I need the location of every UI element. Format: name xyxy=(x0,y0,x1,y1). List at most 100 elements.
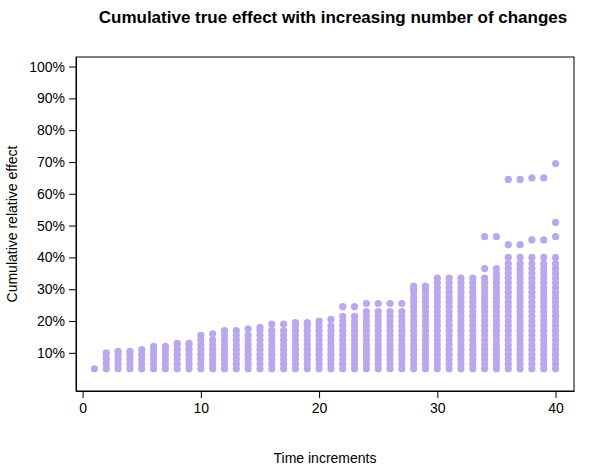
y-tick: 100% xyxy=(29,59,76,75)
point xyxy=(434,274,441,281)
y-tick-mark xyxy=(69,98,76,99)
x-tick-mark xyxy=(201,391,202,398)
point xyxy=(552,260,559,267)
x-tick-label: 40 xyxy=(548,400,564,416)
point xyxy=(280,327,287,334)
point xyxy=(174,340,181,347)
point xyxy=(268,327,275,334)
y-tick: 50% xyxy=(37,218,76,234)
x-tick-mark xyxy=(437,391,438,398)
y-tick: 30% xyxy=(37,281,76,297)
point xyxy=(528,260,535,267)
y-tick-label: 20% xyxy=(37,313,65,329)
point xyxy=(233,327,240,334)
y-tick: 10% xyxy=(37,345,76,361)
point xyxy=(528,254,535,261)
y-tick: 20% xyxy=(37,313,76,329)
x-tick-label: 30 xyxy=(430,400,446,416)
y-tick-label: 50% xyxy=(37,218,65,234)
point xyxy=(351,313,358,320)
x-tick-mark xyxy=(83,391,84,398)
y-tick-mark xyxy=(69,194,76,195)
point xyxy=(540,236,547,243)
x-tick: 0 xyxy=(79,391,87,416)
point xyxy=(481,265,488,272)
point xyxy=(245,325,252,332)
y-tick-mark xyxy=(69,130,76,131)
point xyxy=(162,343,169,350)
point xyxy=(493,265,500,272)
point xyxy=(351,303,358,310)
y-tick-mark xyxy=(69,257,76,258)
x-tick: 10 xyxy=(194,391,210,416)
point xyxy=(185,340,192,347)
y-tick-label: 30% xyxy=(37,281,65,297)
point xyxy=(280,321,287,328)
point xyxy=(315,317,322,324)
point xyxy=(209,337,216,344)
point xyxy=(375,308,382,315)
y-tick-label: 40% xyxy=(37,249,65,265)
point xyxy=(327,316,334,323)
point xyxy=(114,348,121,355)
point xyxy=(552,160,559,167)
point xyxy=(516,254,523,261)
point xyxy=(197,332,204,339)
y-axis-title: Cumulative relative effect xyxy=(4,145,20,302)
point xyxy=(209,330,216,337)
point xyxy=(304,319,311,326)
point xyxy=(410,282,417,289)
point xyxy=(398,308,405,315)
y-tick-label: 10% xyxy=(37,345,65,361)
x-tick-mark xyxy=(319,391,320,398)
point xyxy=(552,233,559,240)
point xyxy=(505,176,512,183)
point xyxy=(540,174,547,181)
chart: 0 10 20 30 40 10% 20% 30% 40% 50% 60% 70% 80% 90% 100%… xyxy=(0,0,601,475)
y-tick-label: 70% xyxy=(37,154,65,170)
point xyxy=(493,233,500,240)
x-tick: 40 xyxy=(548,391,564,416)
x-tick-mark xyxy=(556,391,557,398)
y-tick: 40% xyxy=(37,249,76,265)
point xyxy=(552,254,559,261)
plot-frame xyxy=(76,57,574,391)
point xyxy=(256,324,263,331)
y-tick-label: 100% xyxy=(29,59,65,75)
point xyxy=(221,327,228,334)
y-tick: 90% xyxy=(37,90,76,106)
point xyxy=(339,303,346,310)
y-tick-mark xyxy=(69,289,76,290)
point xyxy=(327,322,334,329)
x-tick-label: 0 xyxy=(79,400,87,416)
point xyxy=(138,346,145,353)
point xyxy=(505,241,512,248)
title: Cumulative true effect with increasing n… xyxy=(99,8,568,27)
point xyxy=(469,274,476,281)
point xyxy=(339,313,346,320)
y-tick-mark xyxy=(69,353,76,354)
y-tick: 80% xyxy=(37,122,76,138)
point xyxy=(126,348,133,355)
point xyxy=(363,308,370,315)
y-tick: 60% xyxy=(37,186,76,202)
y-axis: 10% 20% 30% 40% 50% 60% 70% 80% 90% 100% xyxy=(29,58,76,392)
x-tick-label: 20 xyxy=(312,400,328,416)
point xyxy=(363,300,370,307)
y-axis-line xyxy=(76,58,77,392)
point xyxy=(386,308,393,315)
y-tick-mark xyxy=(69,67,76,68)
x-tick: 30 xyxy=(430,391,446,416)
point xyxy=(528,174,535,181)
y-tick-label: 80% xyxy=(37,122,65,138)
x-tick-label: 10 xyxy=(194,400,210,416)
x-tick: 20 xyxy=(312,391,328,416)
point xyxy=(375,300,382,307)
point xyxy=(552,219,559,226)
point xyxy=(457,274,464,281)
points xyxy=(91,160,559,372)
point xyxy=(292,319,299,326)
y-tick-mark xyxy=(69,162,76,163)
point xyxy=(422,282,429,289)
point xyxy=(505,260,512,267)
